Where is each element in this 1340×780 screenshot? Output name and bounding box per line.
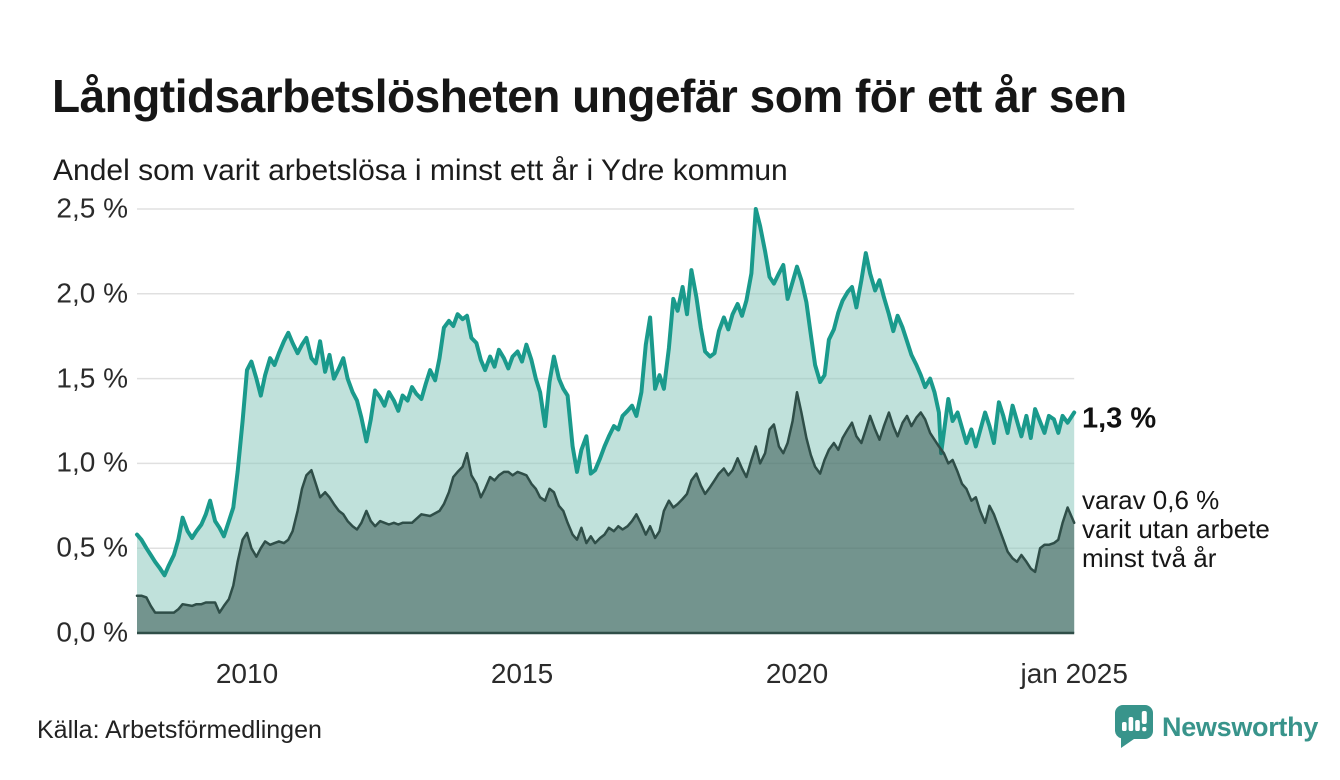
- y-axis-tick-label: 2,0 %: [56, 277, 128, 309]
- newsworthy-logo: Newsworthy: [1114, 704, 1318, 750]
- latest-value-label: 1,3 %: [1082, 402, 1157, 435]
- x-axis-tick-label: 2010: [215, 658, 279, 689]
- x-axis-tick-label: 2015: [490, 658, 554, 689]
- y-axis-tick-label: 1,5 %: [56, 361, 128, 393]
- newsworthy-logo-text: Newsworthy: [1162, 711, 1319, 742]
- secondary-series-label-line: minst två år: [1082, 543, 1217, 573]
- y-axis-tick-label: 0,5 %: [56, 531, 128, 563]
- secondary-series-label: varav 0,6 % varit utan arbete minst två …: [1082, 486, 1270, 573]
- y-axis-tick-label: 2,5 %: [56, 192, 128, 224]
- series-line: [135, 207, 1077, 578]
- source-note: Källa: Arbetsförmedlingen: [37, 716, 322, 744]
- series-line: [135, 390, 1076, 614]
- y-axis-tick-label: 0,0 %: [56, 616, 128, 648]
- x-axis-tick-label: jan 2025: [1020, 658, 1128, 689]
- y-axis-tick-label: 1,0 %: [56, 446, 128, 478]
- series-area: [137, 392, 1075, 633]
- secondary-series-label-line: varav 0,6 %: [1082, 485, 1220, 515]
- page-subtitle: Andel som varit arbetslösa i minst ett å…: [53, 154, 788, 187]
- secondary-series-label-line: varit utan arbete: [1082, 514, 1270, 544]
- page-title: Långtidsarbetslösheten ungefär som för e…: [52, 69, 1127, 122]
- x-axis-tick-label: 2020: [765, 658, 829, 689]
- newsworthy-logo-icon: [1115, 705, 1153, 748]
